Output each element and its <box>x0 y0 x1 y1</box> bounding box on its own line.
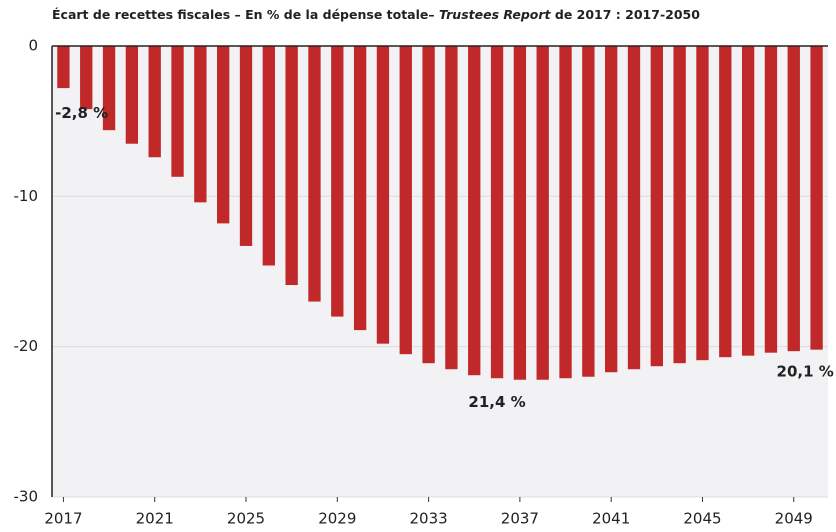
bar <box>399 46 412 355</box>
bar <box>650 46 663 367</box>
bar <box>57 46 70 89</box>
title-segment: Trustees Report <box>439 7 552 22</box>
bar <box>582 46 595 377</box>
bar <box>468 46 481 376</box>
bar <box>764 46 778 353</box>
x-tick-label: 2021 <box>136 510 174 528</box>
x-tick-label: 2029 <box>318 510 356 528</box>
bar <box>376 46 390 344</box>
bar <box>308 46 321 302</box>
bar <box>285 46 298 286</box>
bar <box>171 46 184 177</box>
annotation: 20,1 % <box>777 363 834 381</box>
bar <box>125 46 139 144</box>
bar <box>559 46 572 379</box>
bar <box>148 46 161 158</box>
x-tick-label: 2037 <box>501 510 539 528</box>
bar <box>239 46 253 246</box>
bar <box>422 46 435 364</box>
bar <box>217 46 230 224</box>
title-segment: de 2017 : 2017-2050 <box>551 7 701 22</box>
bar <box>490 46 504 379</box>
bar <box>353 46 367 331</box>
bar <box>513 46 527 380</box>
bar <box>696 46 709 361</box>
annotation: 21,4 % <box>468 393 525 411</box>
x-tick-label: 2041 <box>592 510 630 528</box>
bar <box>673 46 686 364</box>
bar <box>102 46 116 131</box>
title-segment: Écart de recettes fiscales – En % de la … <box>52 7 439 22</box>
x-tick-label: 2025 <box>227 510 265 528</box>
bar <box>331 46 344 317</box>
bar <box>80 46 93 110</box>
bar <box>194 46 207 203</box>
x-tick-label: 2017 <box>44 510 82 528</box>
chart-title: Écart de recettes fiscales – En % de la … <box>52 7 700 22</box>
bar <box>627 46 641 370</box>
bar <box>605 46 618 373</box>
annotation: -2,8 % <box>55 104 108 122</box>
y-tick-label: -10 <box>14 187 39 205</box>
y-tick-label: -20 <box>14 337 39 355</box>
x-tick-label: 2033 <box>409 510 447 528</box>
y-tick-label: 0 <box>28 37 38 55</box>
bar <box>719 46 732 358</box>
bar <box>787 46 800 352</box>
x-tick-label: 2049 <box>775 510 813 528</box>
bar <box>262 46 275 266</box>
y-tick-label: -30 <box>14 488 39 506</box>
bar <box>536 46 549 380</box>
plot-background <box>52 46 828 497</box>
x-tick-label: 2045 <box>683 510 721 528</box>
bar <box>445 46 458 370</box>
bar <box>810 46 823 350</box>
bar <box>741 46 755 356</box>
